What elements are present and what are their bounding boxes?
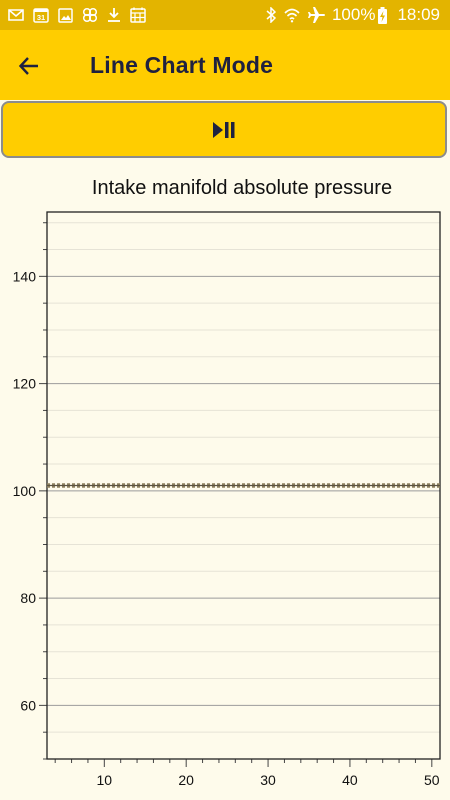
download-icon	[107, 7, 121, 23]
system-icons: 100% 18:09	[258, 5, 440, 25]
x-tick-label: 30	[260, 772, 276, 788]
app-bar: Line Chart Mode	[0, 30, 450, 100]
y-tick-label: 140	[13, 268, 37, 284]
y-tick-label: 80	[20, 590, 36, 606]
x-tick-label: 10	[97, 772, 113, 788]
battery-charging-icon	[378, 6, 388, 24]
airplane-mode-icon	[307, 6, 326, 24]
battery-percentage: 100%	[331, 5, 376, 24]
wifi-icon	[284, 7, 300, 23]
calendar-icon: 31	[33, 7, 49, 23]
y-tick-label: 120	[13, 376, 37, 392]
x-tick-label: 50	[424, 772, 440, 788]
line-chart: 60 80 100 120 140 10 20 30 40 50	[13, 211, 441, 788]
pinwheel-icon	[82, 7, 98, 23]
svg-text:31: 31	[37, 13, 45, 22]
back-button[interactable]	[14, 51, 44, 81]
x-tick-label: 20	[178, 772, 194, 788]
play-pause-button[interactable]	[1, 101, 447, 158]
bluetooth-icon	[266, 7, 276, 23]
play-pause-icon	[212, 121, 236, 139]
clock: 18:09	[397, 5, 440, 24]
image-icon	[58, 7, 73, 23]
page-title: Line Chart Mode	[90, 52, 274, 78]
chart-title: Intake manifold absolute pressure	[91, 177, 393, 199]
x-tick-label: 40	[342, 772, 358, 788]
arrow-back-icon	[17, 54, 41, 78]
gmail-icon	[8, 8, 24, 22]
calendar-grid-icon	[130, 7, 146, 23]
y-tick-label: 100	[13, 483, 37, 499]
status-bar: 31 100% 18:09	[0, 0, 450, 30]
notification-icons: 31	[8, 7, 155, 23]
y-tick-label: 60	[20, 697, 36, 713]
